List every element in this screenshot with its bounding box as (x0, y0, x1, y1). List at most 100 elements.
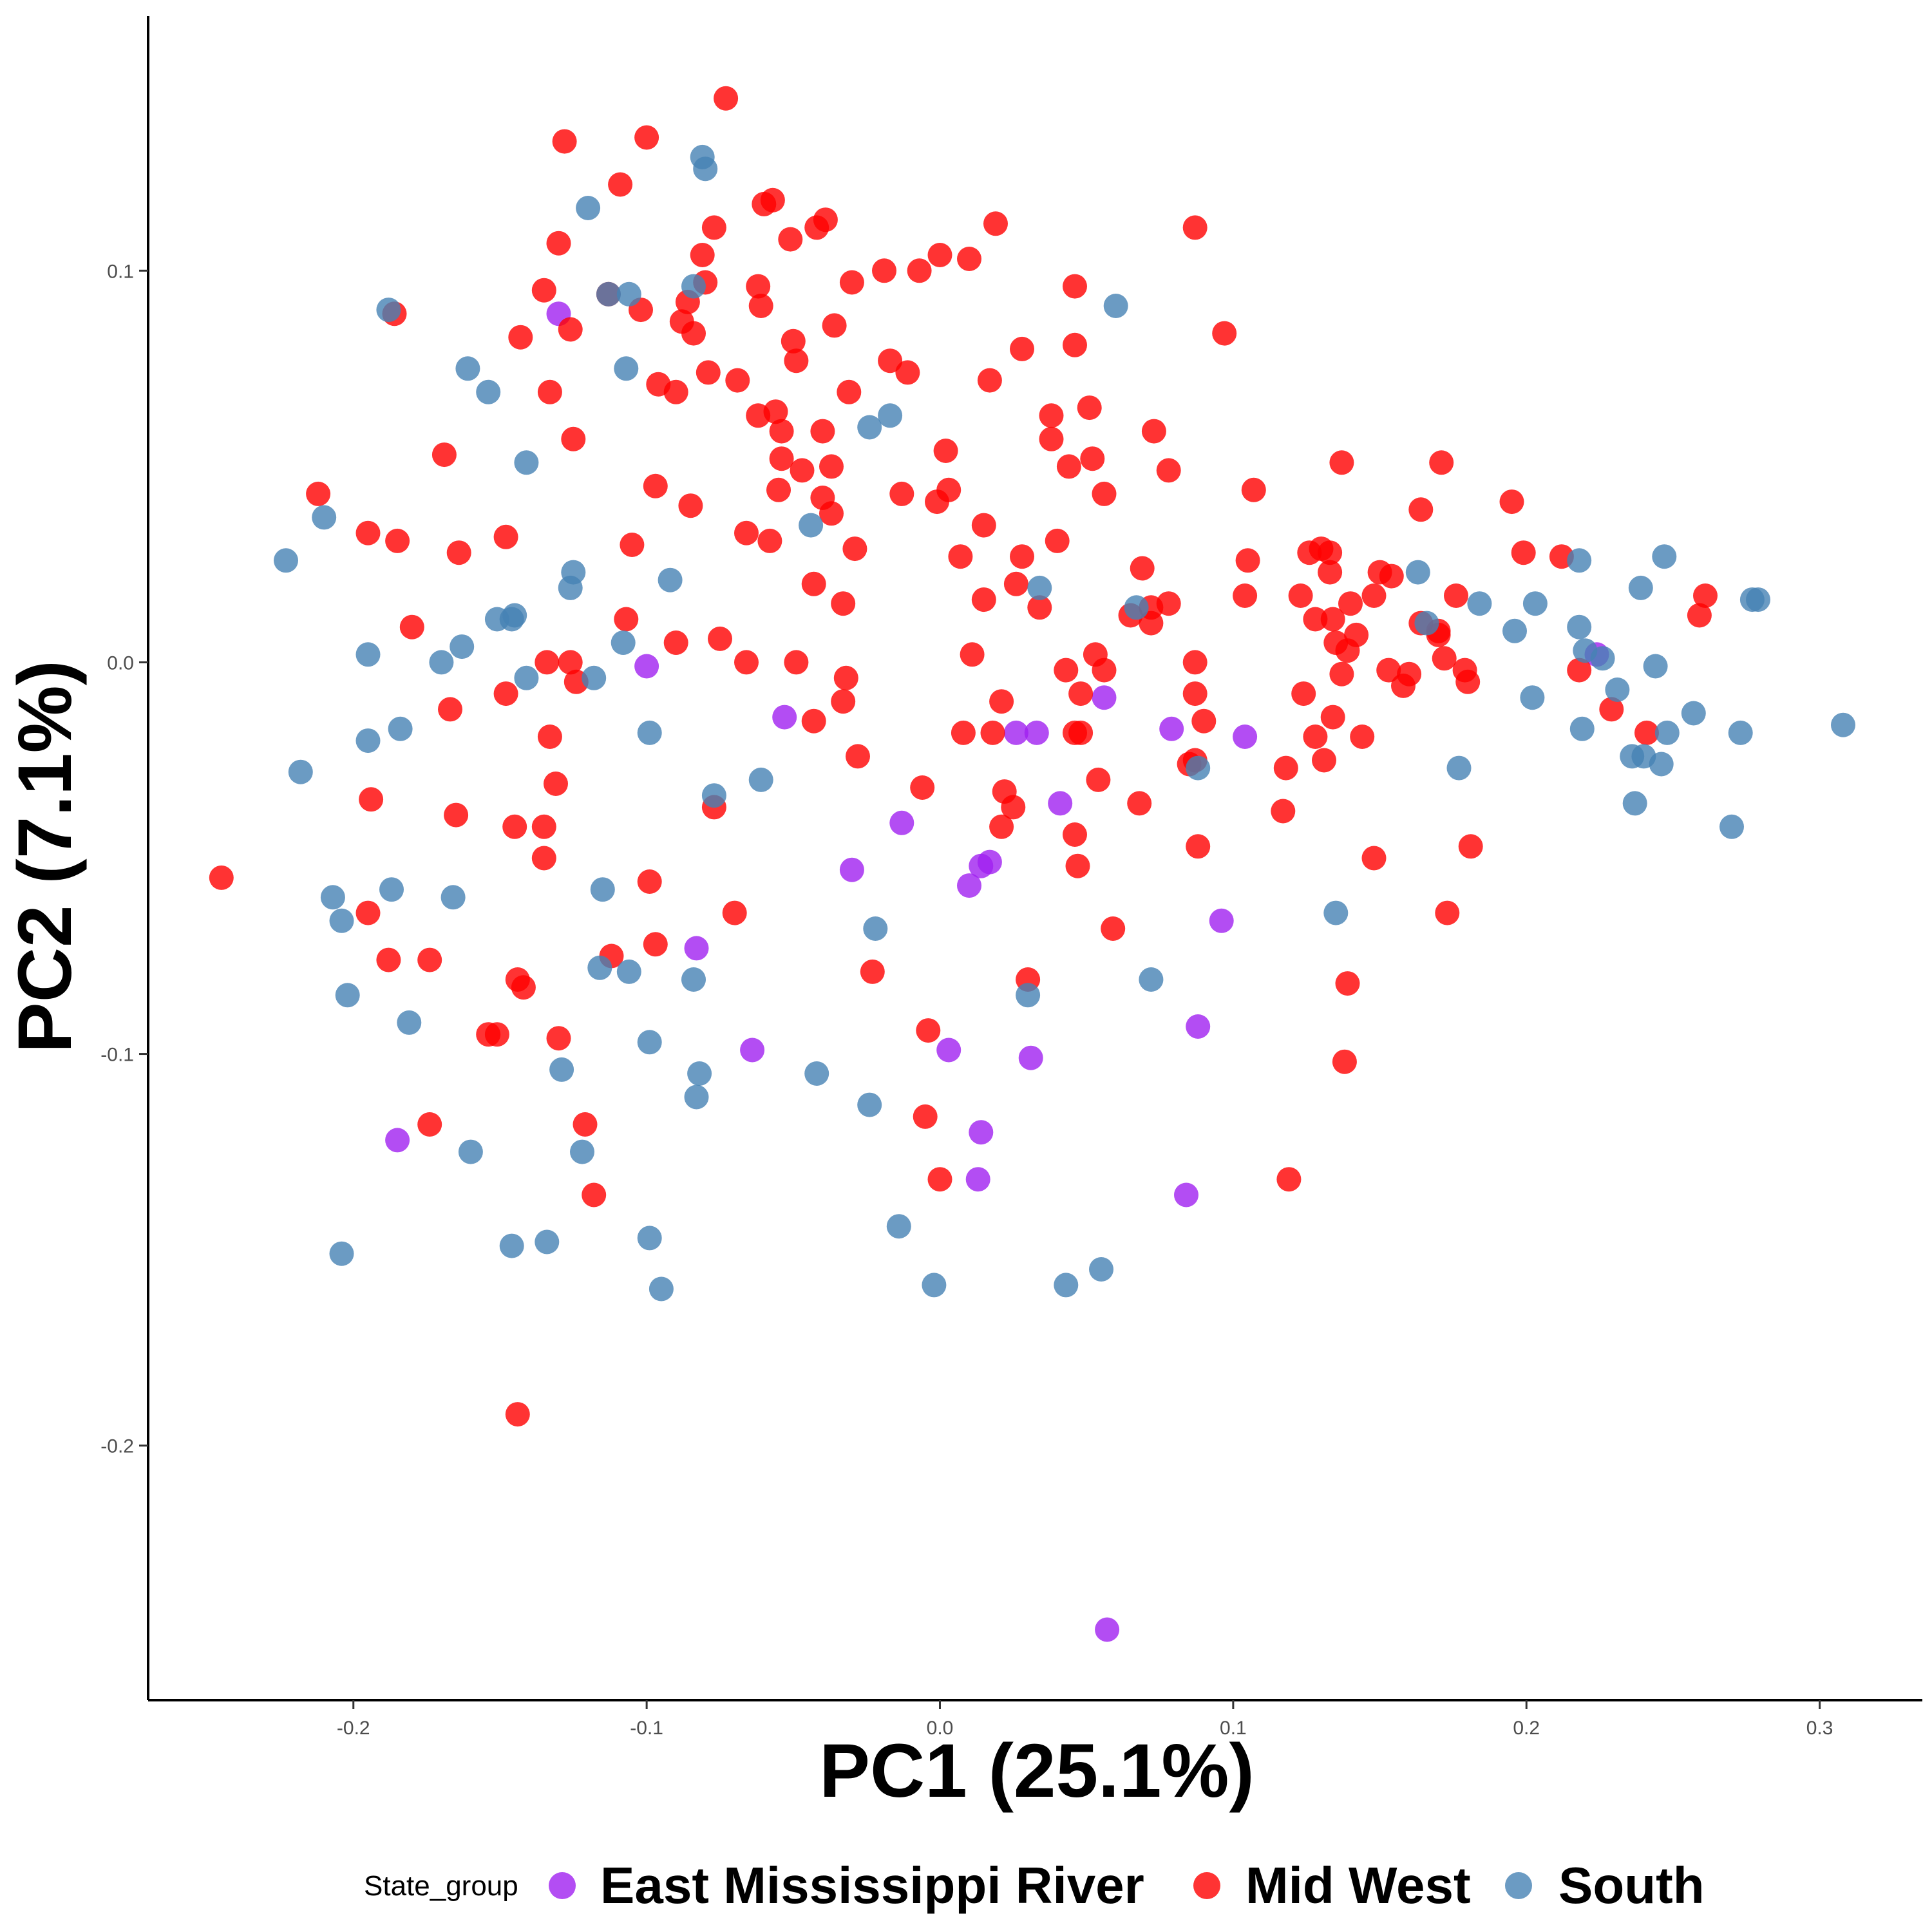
point-mid-west-62 (790, 458, 815, 483)
point-south-32 (499, 607, 524, 632)
point-mid-west-135 (801, 708, 826, 734)
point-south-83 (804, 1061, 829, 1086)
point-mid-west-13 (681, 321, 706, 346)
point-mid-west-152 (1303, 724, 1328, 749)
point-mid-west-76 (1408, 497, 1434, 522)
point-south-58 (1186, 755, 1211, 781)
point-mid-west-215 (927, 1167, 952, 1192)
point-south-66 (320, 885, 345, 910)
point-south-78 (1016, 983, 1041, 1008)
point-south-4 (596, 281, 621, 307)
point-south-29 (1746, 587, 1770, 612)
point-east-mississippi-river-6 (957, 873, 981, 898)
point-mid-west-179 (846, 744, 870, 769)
point-mid-west-69 (889, 481, 914, 506)
point-mid-west-111 (1320, 607, 1345, 632)
point-mid-west-124 (663, 630, 688, 655)
point-east-mississippi-river-9 (1003, 720, 1028, 745)
point-mid-west-115 (1361, 583, 1387, 608)
point-south-14 (799, 513, 824, 538)
point-east-mississippi-river-18 (936, 1037, 961, 1063)
point-mid-west-63 (819, 454, 844, 479)
point-mid-west-92 (1235, 548, 1260, 573)
point-mid-west-108 (1288, 583, 1313, 608)
point-mid-west-84 (734, 520, 759, 545)
point-south-46 (1520, 685, 1545, 710)
point-mid-west-116 (1444, 583, 1468, 608)
point-mid-west-41 (663, 379, 688, 404)
point-mid-west-43 (977, 368, 1002, 393)
point-mid-west-45 (1063, 332, 1087, 357)
point-east-mississippi-river-11 (1048, 791, 1073, 816)
point-mid-west-58 (1056, 454, 1081, 479)
point-south-50 (1728, 720, 1753, 745)
point-south-34 (429, 650, 454, 675)
point-mid-west-112 (1338, 591, 1363, 616)
point-south-82 (684, 1084, 709, 1110)
point-south-69 (590, 877, 615, 902)
point-south-41 (1567, 614, 1592, 639)
point-mid-west-127 (558, 650, 583, 675)
point-mid-west-33 (822, 313, 847, 338)
point-south-1 (693, 156, 718, 182)
point-mid-west-60 (1156, 458, 1181, 483)
point-mid-west-39 (725, 368, 750, 393)
point-south-74 (681, 967, 706, 992)
point-south-68 (440, 885, 466, 910)
point-mid-west-183 (989, 814, 1014, 839)
point-east-mississippi-river-17 (1018, 1045, 1043, 1070)
point-mid-west-137 (989, 689, 1014, 714)
legend: State_group East Mississippi River Mid W… (364, 1857, 1705, 1914)
point-mid-west-2 (552, 129, 577, 154)
point-mid-west-56 (1039, 426, 1064, 451)
point-mid-west-72 (1092, 481, 1117, 506)
point-east-mississippi-river-13 (1159, 716, 1184, 741)
point-east-mississippi-river-20 (385, 1128, 410, 1153)
point-mid-west-18 (760, 187, 785, 213)
point-south-40 (1502, 618, 1527, 643)
y-tick-label: 0.1 (107, 261, 134, 282)
point-south-3 (681, 274, 706, 299)
point-south-85 (458, 1139, 483, 1164)
point-mid-west-24 (839, 270, 864, 295)
point-mid-west-67 (643, 473, 668, 498)
point-mid-west-133 (833, 665, 858, 690)
point-mid-west-204 (860, 959, 885, 984)
point-mid-west-61 (769, 446, 794, 471)
point-mid-west-194 (417, 947, 442, 972)
axes-layer: -0.2 -0.1 0.0 0.1 0.2 0.3 -0.2 -0.1 0.0 0.1 (100, 16, 1922, 1739)
point-mid-west-86 (842, 536, 867, 562)
point-east-mississippi-river-8 (977, 849, 1002, 875)
point-mid-west-129 (493, 681, 518, 706)
legend-label-mid-west: Mid West (1245, 1857, 1471, 1914)
point-mid-west-88 (948, 544, 973, 569)
point-mid-west-167 (1634, 720, 1659, 745)
point-south-55 (288, 759, 313, 784)
point-south-91 (649, 1276, 674, 1302)
point-mid-west-136 (960, 642, 985, 667)
point-south-72 (587, 955, 612, 980)
point-mid-west-142 (1092, 658, 1117, 683)
point-mid-west-208 (1335, 971, 1360, 996)
point-mid-west-196 (722, 900, 747, 925)
point-south-38 (582, 665, 607, 690)
point-mid-west-42 (537, 379, 562, 404)
point-east-mississippi-river-1 (634, 654, 659, 679)
point-mid-west-16 (701, 215, 726, 240)
point-mid-west-132 (784, 650, 809, 675)
point-mid-west-148 (1191, 708, 1217, 734)
point-mid-west-146 (1182, 650, 1208, 675)
point-south-16 (274, 548, 298, 573)
point-mid-west-32 (1212, 321, 1237, 346)
point-south-54 (637, 720, 662, 745)
point-south-92 (886, 1214, 911, 1239)
point-south-20 (1027, 575, 1052, 600)
point-mid-west-212 (582, 1182, 607, 1208)
point-mid-west-64 (766, 477, 791, 502)
point-mid-west-89 (1010, 544, 1034, 569)
point-mid-west-180 (910, 775, 935, 800)
point-south-35 (355, 642, 381, 667)
point-mid-west-71 (925, 489, 949, 515)
point-east-mississippi-river-2 (772, 705, 797, 730)
point-mid-west-34 (781, 328, 806, 354)
